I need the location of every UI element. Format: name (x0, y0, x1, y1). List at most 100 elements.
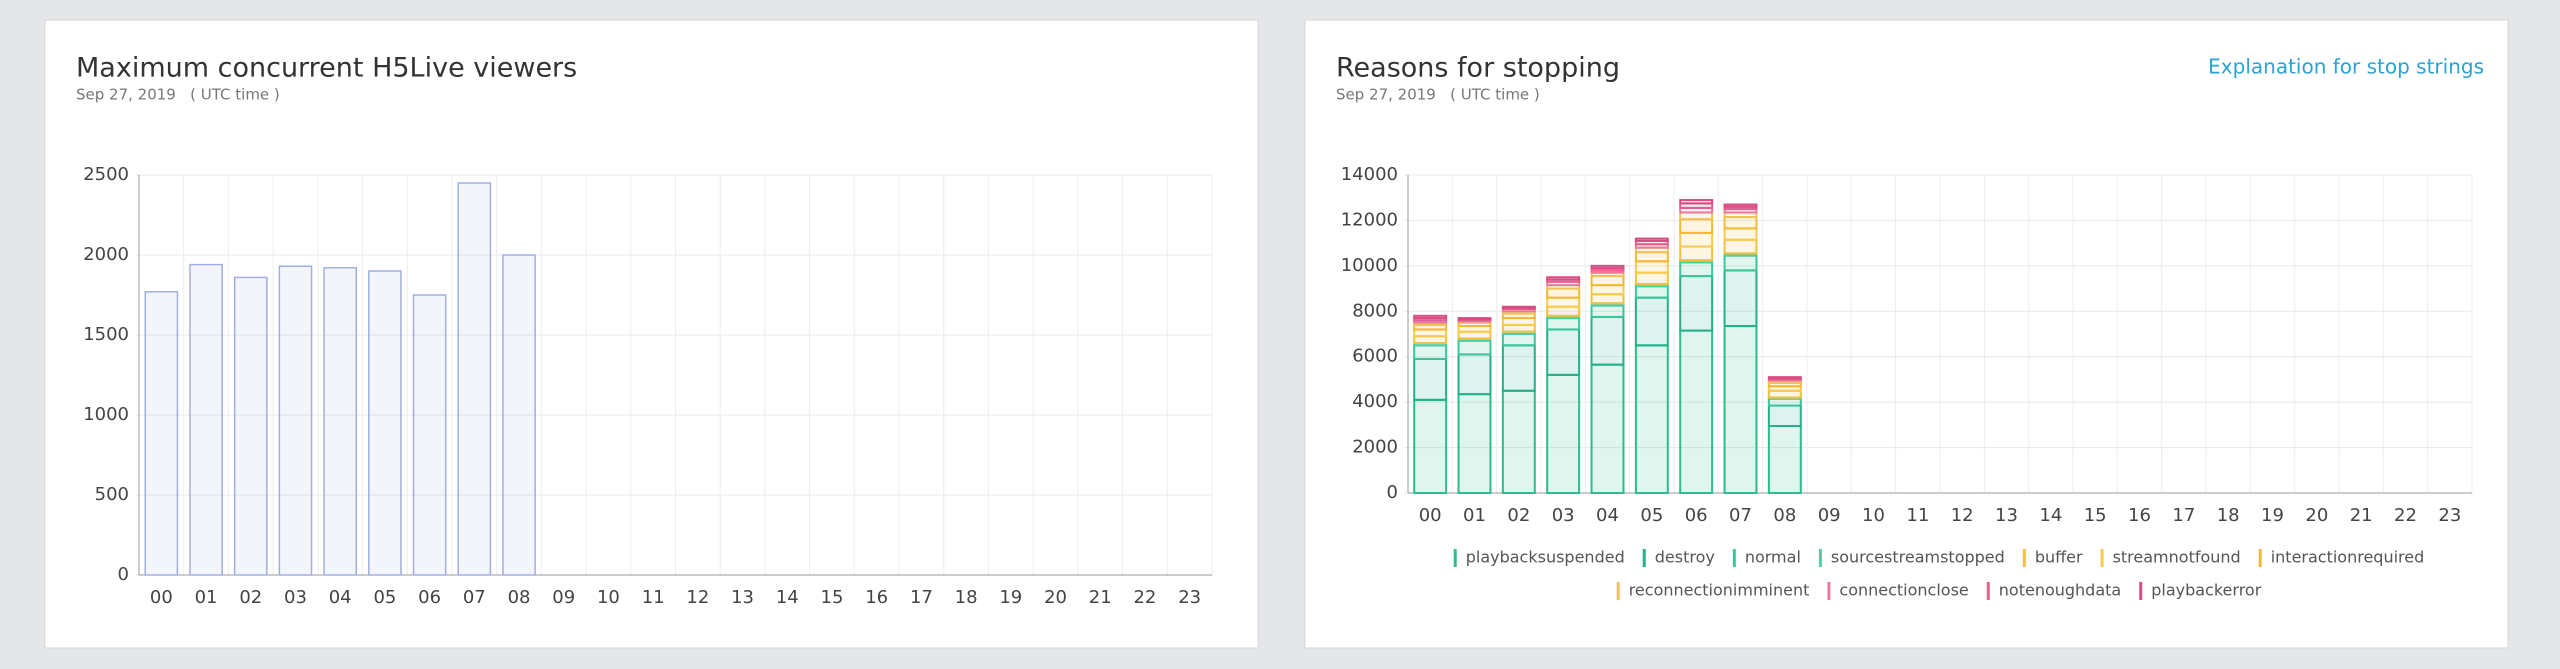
legend-swatch (2022, 549, 2026, 567)
x-tick-label: 01 (195, 587, 218, 608)
legend-swatch (1732, 549, 1736, 567)
x-tick-label: 14 (776, 587, 799, 608)
bar-segment (1413, 398, 1448, 494)
bar (323, 267, 358, 576)
bar-segment (1634, 285, 1669, 299)
bar (233, 276, 268, 576)
legend-swatch (1818, 549, 1822, 567)
y-tick-label: 10000 (1341, 255, 1398, 276)
x-tick-label: 03 (1552, 505, 1575, 526)
x-tick-label: 18 (2217, 505, 2240, 526)
legend-label: normal (1745, 548, 1801, 567)
bar-segment (1634, 237, 1669, 242)
bar-segment (1457, 317, 1492, 321)
bar-segment (1723, 203, 1758, 208)
bar-segment (1634, 271, 1669, 286)
y-tick-label: 0 (1387, 482, 1398, 503)
bar-segment (1767, 397, 1802, 407)
bar-segment (1679, 329, 1714, 495)
bar-segment (1590, 293, 1625, 305)
x-tick-label: 23 (1178, 587, 1201, 608)
x-tick-label: 11 (1906, 505, 1929, 526)
bar-segment (1679, 218, 1714, 234)
y-tick-label: 12000 (1341, 209, 1398, 230)
bar-segment (1413, 357, 1448, 401)
x-tick-label: 19 (999, 587, 1022, 608)
legend-swatch (1642, 549, 1646, 567)
bar-segment (1679, 198, 1714, 205)
x-tick-label: 00 (1419, 505, 1442, 526)
x-tick-label: 00 (150, 587, 173, 608)
legend-label: playbacksuspended (1466, 548, 1625, 567)
bar-segment (1634, 296, 1669, 347)
bar-segment (1501, 344, 1536, 392)
bar-segment (1546, 328, 1581, 376)
legend-label: buffer (2035, 548, 2083, 567)
bar-segment (1767, 376, 1802, 380)
bar (502, 254, 536, 576)
x-tick-label: 04 (1596, 505, 1619, 526)
bar-segment (1723, 238, 1758, 255)
bar-segment (1590, 264, 1625, 270)
bar-segment (1590, 275, 1625, 287)
x-tick-label: 17 (910, 587, 933, 608)
legend-swatch (2100, 549, 2104, 567)
bar-segment (1457, 339, 1492, 356)
bar-segment (1723, 325, 1758, 494)
bar-segment (1590, 304, 1625, 318)
bar-segment (1679, 231, 1714, 248)
x-tick-label: 10 (1862, 505, 1885, 526)
bar (144, 291, 179, 576)
legend-swatch (2258, 549, 2262, 567)
bar-segment (1546, 373, 1581, 494)
bar-segment (1723, 254, 1758, 272)
y-tick-label: 0 (118, 564, 129, 585)
x-tick-label: 06 (418, 587, 441, 608)
x-tick-label: 04 (329, 587, 352, 608)
bar-segment (1457, 393, 1492, 495)
card (44, 19, 1259, 649)
x-tick-label: 02 (1507, 505, 1530, 526)
bar-segment (1590, 284, 1625, 296)
y-tick-label: 14000 (1341, 164, 1398, 185)
bar-segment (1723, 227, 1758, 241)
x-tick-label: 03 (284, 587, 307, 608)
y-tick-label: 2000 (83, 244, 129, 265)
x-tick-label: 17 (2172, 505, 2195, 526)
x-tick-label: 20 (1044, 587, 1067, 608)
bar-segment (1590, 315, 1625, 366)
bar-segment (1457, 330, 1492, 340)
bar (278, 265, 313, 576)
bar-segment (1413, 328, 1448, 338)
legend-label: sourcestreamstopped (1831, 548, 2005, 567)
bar-segment (1546, 317, 1581, 331)
bar-segment (1590, 363, 1625, 494)
x-tick-label: 09 (1818, 505, 1841, 526)
bar-segment (1501, 323, 1536, 333)
x-tick-label: 01 (1463, 505, 1486, 526)
link[interactable]: Explanation for stop strings (2208, 55, 2484, 79)
bar-segment (1501, 305, 1536, 309)
legend-label: connectionclose (1839, 581, 1968, 600)
bar-segment (1723, 269, 1758, 328)
x-tick-label: 15 (821, 587, 844, 608)
legend-label: reconnectionimminent (1629, 581, 1810, 600)
bar-segment (1413, 344, 1448, 360)
x-tick-label: 14 (2039, 505, 2062, 526)
y-tick-label: 4000 (1352, 391, 1398, 412)
bar-segment (1413, 314, 1448, 320)
bar-segment (1634, 260, 1669, 274)
x-tick-label: 21 (2350, 505, 2373, 526)
x-tick-label: 16 (2128, 505, 2151, 526)
legend-label: notenoughdata (1999, 581, 2121, 600)
chart-title: Maximum concurrent H5Live viewers (76, 53, 577, 84)
x-tick-label: 13 (731, 587, 754, 608)
x-tick-label: 09 (552, 587, 575, 608)
legend-label: interactionrequired (2271, 548, 2425, 567)
x-tick-label: 15 (2084, 505, 2107, 526)
x-tick-label: 05 (1640, 505, 1663, 526)
x-tick-label: 08 (508, 587, 531, 608)
x-tick-label: 11 (642, 587, 665, 608)
legend-swatch (1453, 549, 1457, 567)
